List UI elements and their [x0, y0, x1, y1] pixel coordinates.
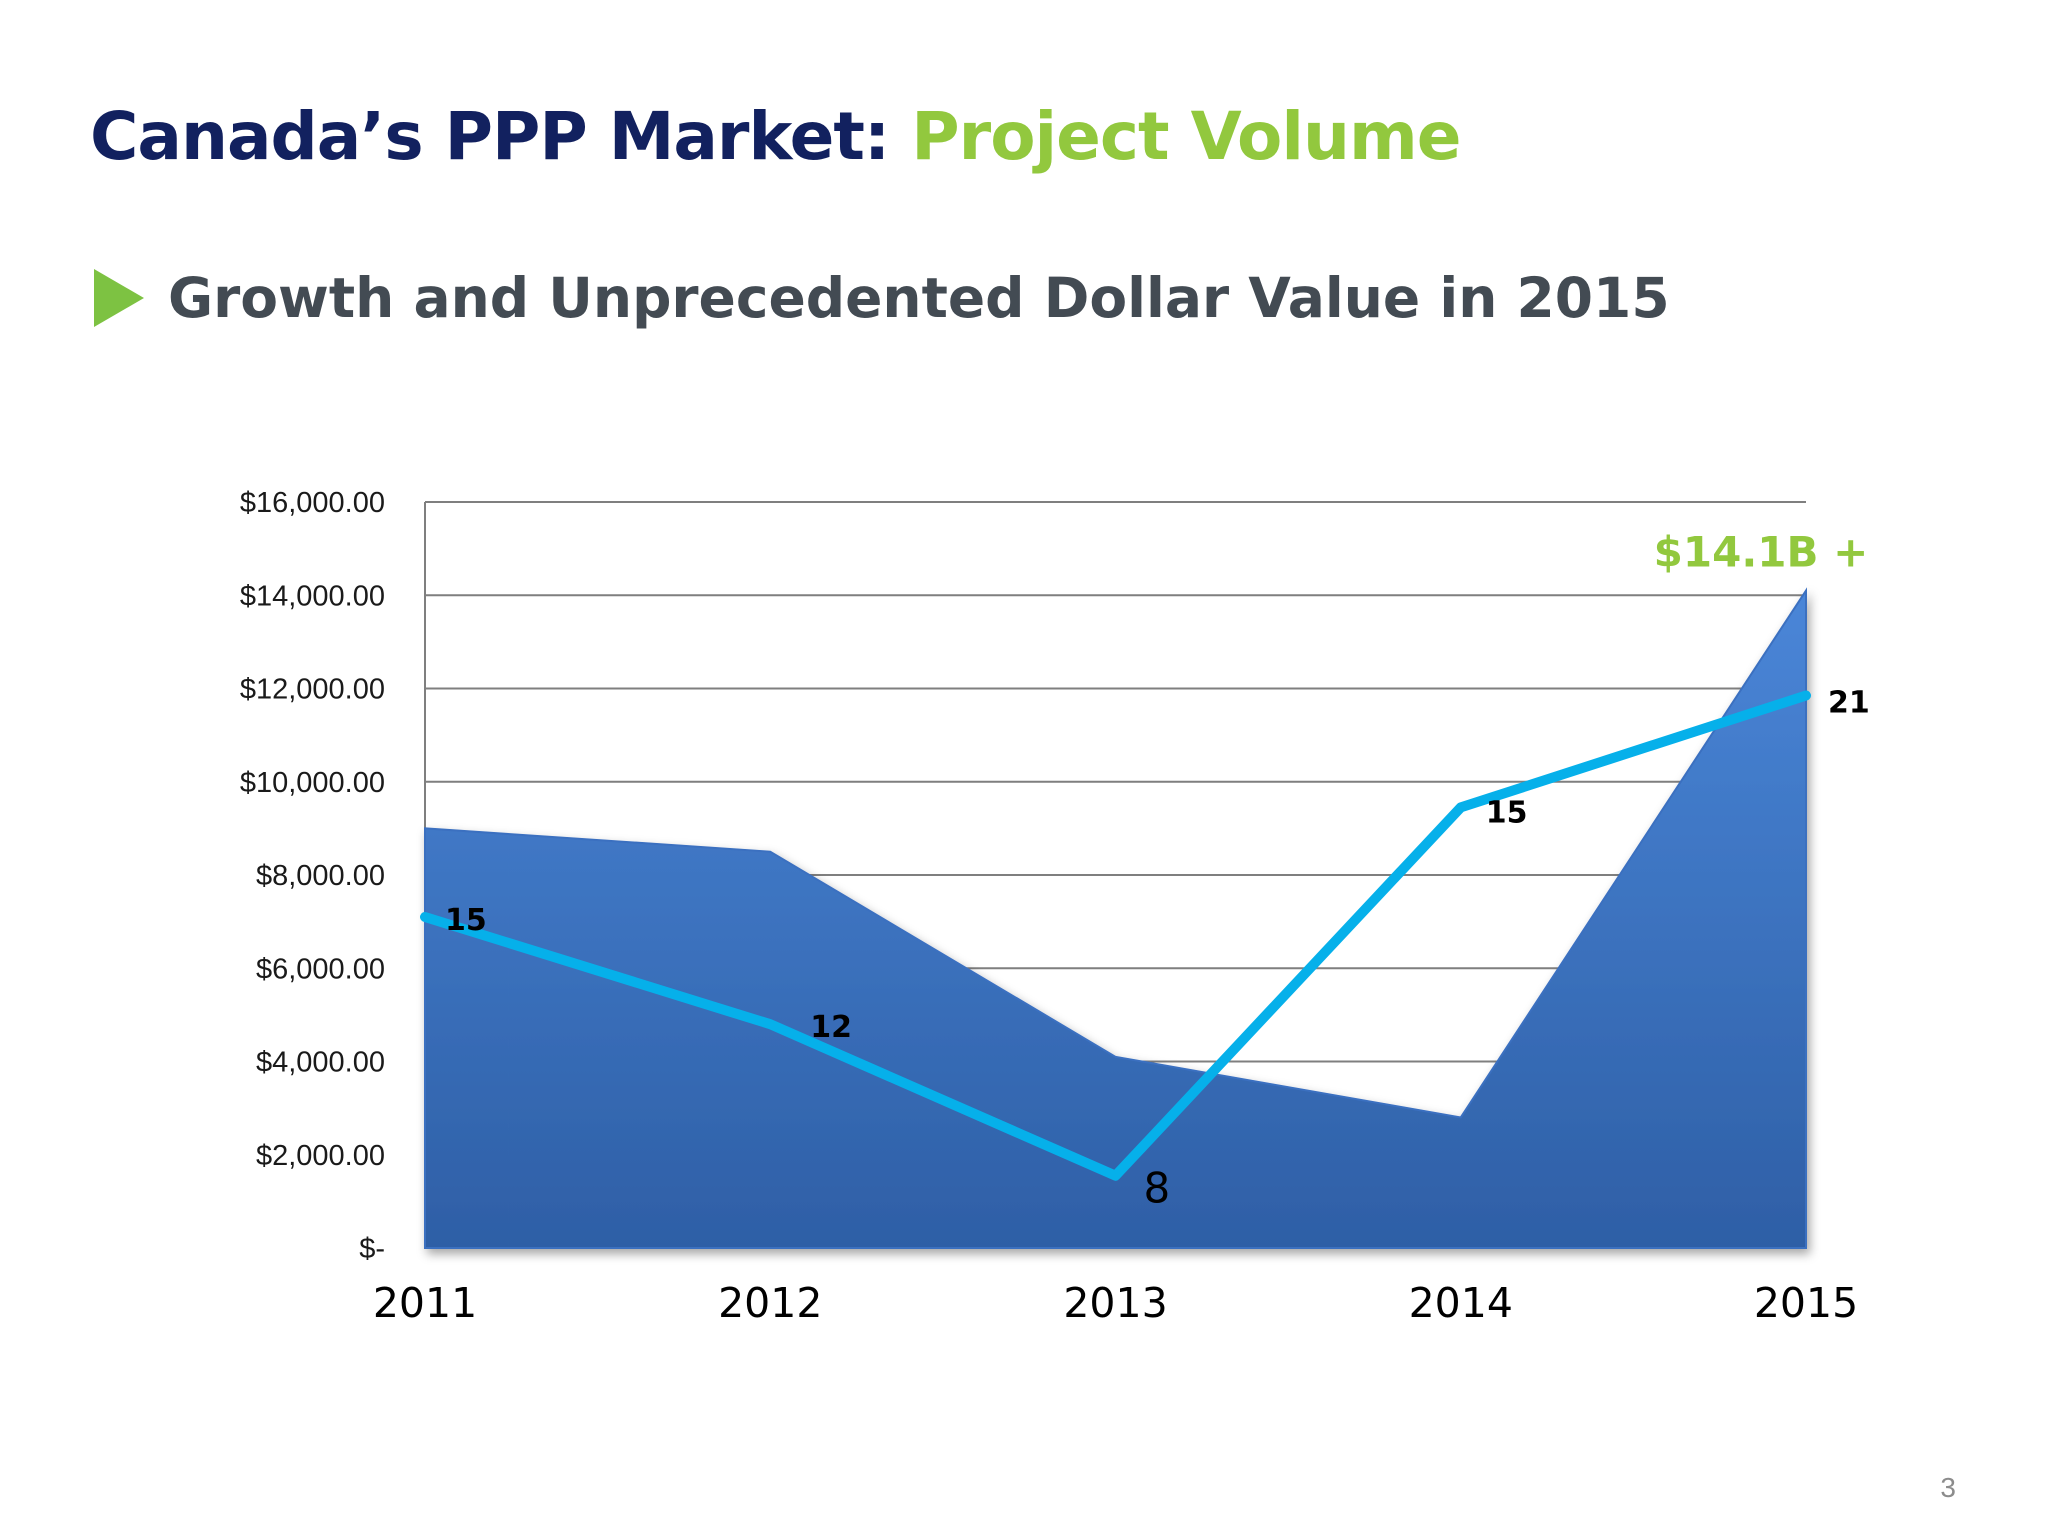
annotations: $14.1B +	[1654, 528, 1869, 577]
callout-annotation: $14.1B +	[1654, 528, 1869, 577]
slide-title: Canada’s PPP Market: Project Volume	[90, 104, 1462, 170]
x-tick-label: 2014	[1409, 1279, 1513, 1327]
x-tick-label: 2012	[718, 1279, 822, 1327]
page-number: 3	[1940, 1472, 1956, 1503]
x-axis-tick-labels: 2011 2012 2013 2014 2015	[373, 1279, 1858, 1327]
x-tick-label: 2013	[1063, 1279, 1167, 1327]
x-tick-label: 2015	[1754, 1279, 1858, 1327]
dollar-value-area	[424, 587, 1807, 1249]
y-axis-tick-labels: $- $2,000.00 $4,000.00 $6,000.00 $8,000.00 $1…	[240, 487, 385, 1265]
data-label: 15	[445, 903, 487, 938]
data-label: 15	[1486, 795, 1528, 830]
y-tick-label: $4,000.00	[256, 1047, 385, 1079]
data-label: 8	[1144, 1164, 1171, 1213]
y-tick-label: $2,000.00	[256, 1140, 385, 1172]
data-labels: 15 12 8 15 21	[445, 685, 1870, 1212]
title-main: Canada’s PPP Market:	[90, 98, 890, 175]
data-label: 21	[1828, 685, 1870, 720]
subtitle-row: Growth and Unprecedented Dollar Value in…	[94, 268, 1670, 328]
y-tick-label: $6,000.00	[256, 953, 385, 985]
subtitle: Growth and Unprecedented Dollar Value in…	[168, 265, 1670, 330]
y-tick-label: $12,000.00	[240, 674, 385, 706]
y-tick-label: $8,000.00	[256, 860, 385, 892]
data-label: 12	[810, 1010, 852, 1045]
x-tick-label: 2011	[373, 1279, 477, 1327]
y-tick-label: $-	[359, 1233, 385, 1265]
dollar-value-area-layer	[424, 587, 1807, 1249]
y-tick-label: $14,000.00	[240, 580, 385, 612]
project-count-line	[420, 690, 1811, 1181]
project-count-line-layer	[420, 690, 1811, 1181]
y-tick-label: $10,000.00	[240, 767, 385, 799]
title-accent: Project Volume	[911, 98, 1461, 175]
bullet-triangle-icon	[94, 269, 144, 327]
y-tick-label: $16,000.00	[240, 487, 385, 519]
